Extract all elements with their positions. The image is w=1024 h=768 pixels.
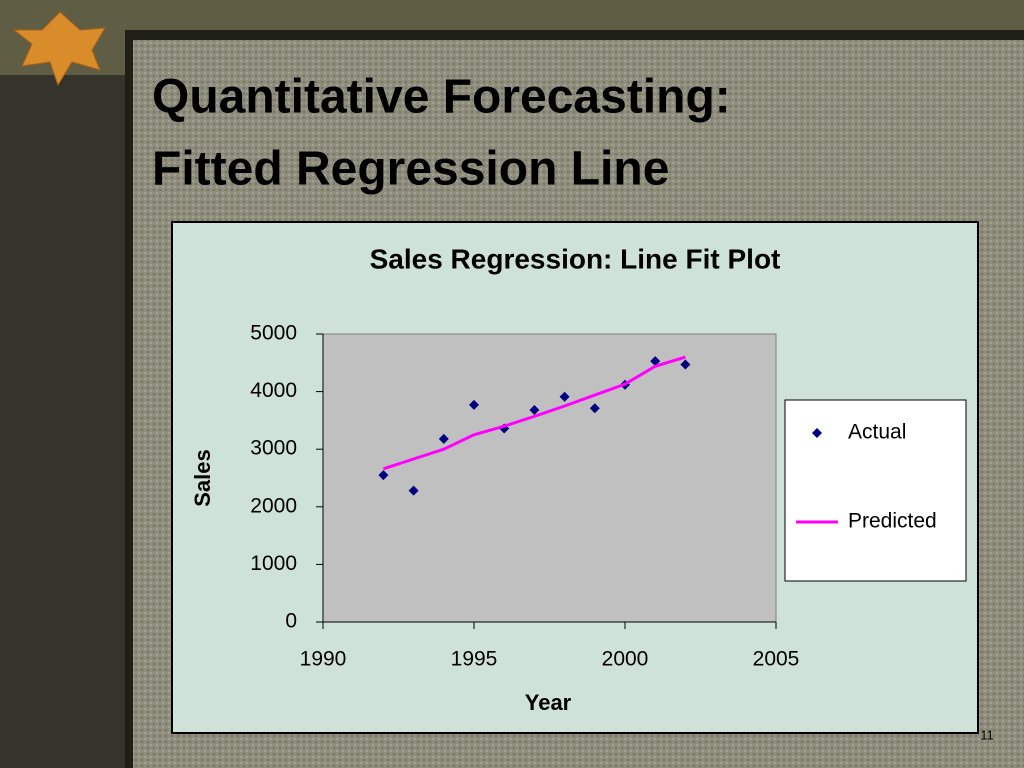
- title-line: Quantitative Forecasting:: [152, 71, 731, 124]
- x-tick-label: 2000: [602, 648, 649, 671]
- data-point: [680, 359, 691, 370]
- x-tick-label: 1995: [451, 648, 498, 671]
- data-point: [408, 485, 419, 496]
- y-tick-label: 2000: [250, 494, 297, 517]
- data-point: [559, 391, 570, 402]
- data-point: [438, 433, 449, 444]
- data-point: [589, 403, 600, 414]
- y-tick-label: 3000: [250, 437, 297, 460]
- title-line: Fitted Regression Line: [152, 143, 669, 196]
- data-point: [469, 399, 479, 410]
- data-point: [650, 356, 661, 367]
- legend-label: Predicted: [848, 510, 937, 533]
- x-tick-label: 2005: [753, 648, 800, 671]
- y-tick-label: 4000: [250, 379, 297, 402]
- fit-line: [382, 355, 686, 471]
- left-band: [0, 75, 125, 768]
- y-axis-label: Sales: [190, 449, 215, 507]
- page-number: 11: [980, 727, 994, 742]
- y-tick-label: 1000: [250, 552, 297, 575]
- data-point: [378, 470, 389, 481]
- x-axis-label: Year: [525, 690, 572, 715]
- legend-label: Actual: [848, 421, 906, 444]
- y-tick-label: 0: [285, 610, 297, 633]
- x-tick-label: 1990: [300, 648, 347, 671]
- plot-area: [322, 333, 777, 623]
- y-tick-label: 5000: [250, 322, 297, 345]
- data-point: [529, 405, 540, 416]
- legend-swatch: [812, 428, 822, 438]
- leaf-icon: [12, 11, 106, 87]
- chart-title: Sales Regression: Line Fit Plot: [370, 243, 781, 274]
